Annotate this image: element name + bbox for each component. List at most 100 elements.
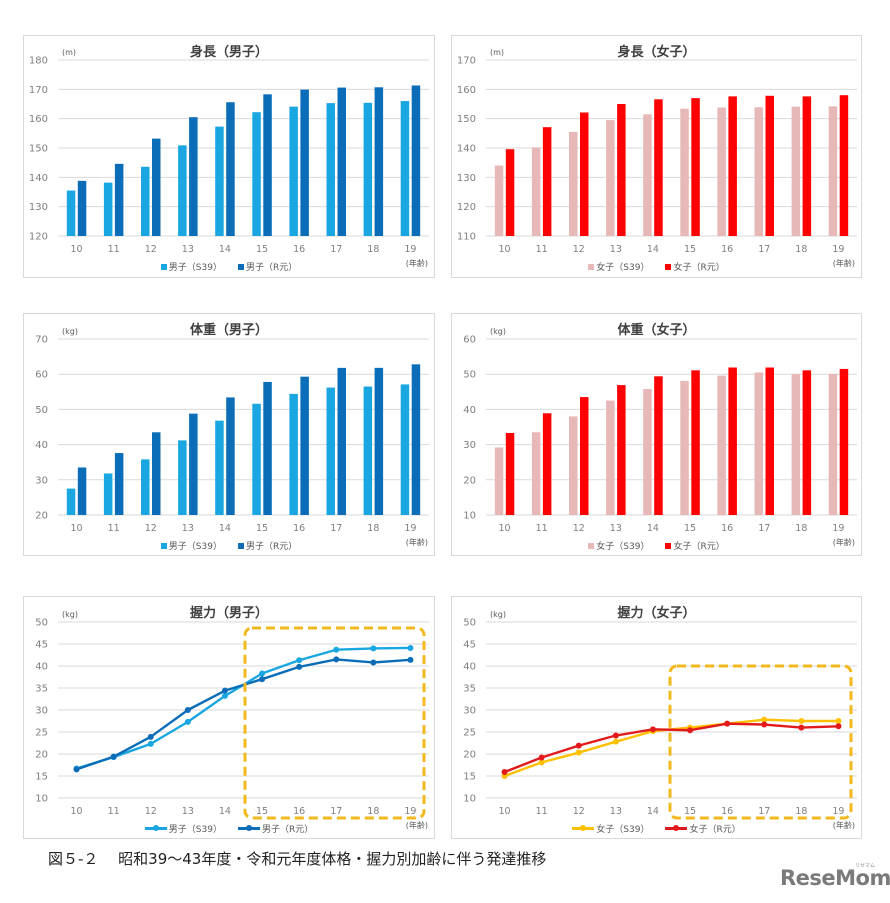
x-tick-label: 19	[404, 806, 416, 817]
x-tick-label: 19	[832, 806, 844, 817]
data-point	[333, 646, 340, 653]
legend-square-icon	[160, 542, 167, 549]
x-tick-label: 19	[404, 244, 416, 255]
bar	[828, 106, 838, 236]
x-tick-label: 19	[404, 523, 416, 534]
x-tick-label: 15	[256, 244, 268, 255]
x-tick-label: 15	[684, 523, 696, 534]
bar	[839, 368, 849, 515]
bar	[77, 180, 87, 236]
x-tick-label: 10	[499, 806, 511, 817]
bar	[802, 96, 812, 236]
x-tick-label: 13	[610, 244, 622, 255]
legend-label: 女子（R元）	[689, 825, 741, 835]
data-point	[407, 644, 414, 651]
data-point	[575, 749, 582, 756]
y-tick-label: 25	[463, 728, 476, 739]
y-tick-label: 40	[463, 662, 476, 673]
x-axis-label: (年齢)	[405, 538, 428, 547]
data-point	[538, 754, 545, 761]
y-tick-label: 60	[463, 335, 476, 346]
y-tick-label: 130	[29, 202, 48, 213]
bar	[765, 367, 774, 515]
y-tick-label: 70	[35, 335, 48, 346]
x-tick-label: 18	[367, 244, 379, 255]
data-point	[575, 742, 582, 749]
data-point	[147, 733, 154, 740]
legend-label: 男子（S39）	[168, 542, 222, 552]
x-axis-label: (年齢)	[405, 259, 428, 268]
data-point	[259, 676, 266, 683]
y-unit-label: (m)	[490, 48, 505, 57]
y-tick-label: 150	[457, 114, 476, 125]
y-tick-label: 50	[463, 618, 476, 629]
bar	[791, 374, 801, 515]
legend-square-icon	[237, 263, 244, 270]
chart-weight-male: 20 30 40 50 60 70 10 11 12 13 14 15 16 17 18 19 体重（男子） (k…	[23, 313, 435, 556]
chart-legend: 女子（S39） 女子（R元）	[452, 539, 861, 552]
legend-square-icon	[665, 263, 672, 270]
x-tick-label: 15	[256, 806, 268, 817]
bar	[691, 98, 700, 236]
y-tick-label: 150	[29, 144, 48, 155]
legend-item: 女子（S39）	[572, 822, 649, 835]
y-unit-label: (m)	[62, 48, 77, 57]
data-point	[798, 718, 805, 724]
data-point	[724, 720, 731, 727]
x-tick-label: 14	[647, 806, 659, 817]
x-tick-label: 11	[108, 244, 120, 255]
bar	[363, 102, 373, 237]
bar	[802, 370, 812, 515]
chart-title: 握力（女子）	[617, 606, 696, 621]
legend-item: 男子（R元）	[237, 539, 297, 552]
y-tick-label: 60	[35, 370, 48, 381]
y-tick-label: 160	[457, 85, 476, 96]
x-tick-label: 10	[499, 244, 511, 255]
bar	[494, 447, 504, 515]
plot-area: 10 20 30 40 50 60 10 11 12 13 14 15 16 17 18 19	[463, 335, 857, 534]
y-tick-label: 50	[463, 370, 476, 381]
bar	[654, 99, 663, 236]
y-tick-label: 120	[457, 202, 476, 213]
x-axis-label: (年齢)	[832, 259, 855, 268]
chart-legend: 男子（S39） 男子（R元）	[24, 822, 434, 835]
bar	[152, 432, 161, 515]
highlight-box	[243, 626, 426, 820]
data-point	[501, 769, 508, 776]
bar	[178, 145, 187, 236]
legend-item: 女子（R元）	[665, 539, 725, 552]
legend-item: 女子（S39）	[588, 260, 649, 273]
chart-height-female: 110 120 130 140 150 160 170 10 11 12 13 14 15 16 17 18 1…	[451, 35, 862, 278]
plot-area: 20 30 40 50 60 70 10 11 12 13 14 15 16 17 18 19	[35, 335, 429, 534]
legend-label: 女子（S39）	[596, 263, 650, 273]
y-tick-label: 50	[35, 618, 48, 629]
bar	[494, 165, 504, 236]
legend-square-icon	[588, 263, 595, 270]
bar	[337, 367, 346, 515]
y-tick-label: 25	[35, 728, 48, 739]
bar	[505, 432, 515, 515]
legend-item: 男子（R元）	[237, 260, 297, 273]
x-tick-label: 19	[832, 523, 844, 534]
bar	[569, 131, 578, 236]
legend-label: 男子（S39）	[168, 263, 222, 273]
y-tick-label: 20	[463, 475, 476, 486]
x-axis-label: (年齢)	[832, 821, 855, 830]
highlight-box	[668, 664, 853, 820]
bar	[103, 182, 113, 236]
bar	[691, 370, 700, 515]
bar	[542, 127, 552, 236]
bar	[654, 376, 663, 515]
bar	[215, 420, 224, 515]
y-tick-label: 30	[463, 440, 476, 451]
x-axis-label: (年齢)	[405, 821, 428, 830]
y-tick-label: 30	[463, 706, 476, 717]
x-tick-label: 11	[536, 806, 548, 817]
x-tick-label: 16	[721, 806, 733, 817]
y-tick-label: 10	[35, 794, 48, 805]
x-tick-label: 17	[330, 244, 342, 255]
x-tick-label: 11	[536, 523, 548, 534]
y-tick-label: 140	[457, 144, 476, 155]
legend-square-icon	[237, 542, 244, 549]
data-point	[538, 759, 545, 766]
